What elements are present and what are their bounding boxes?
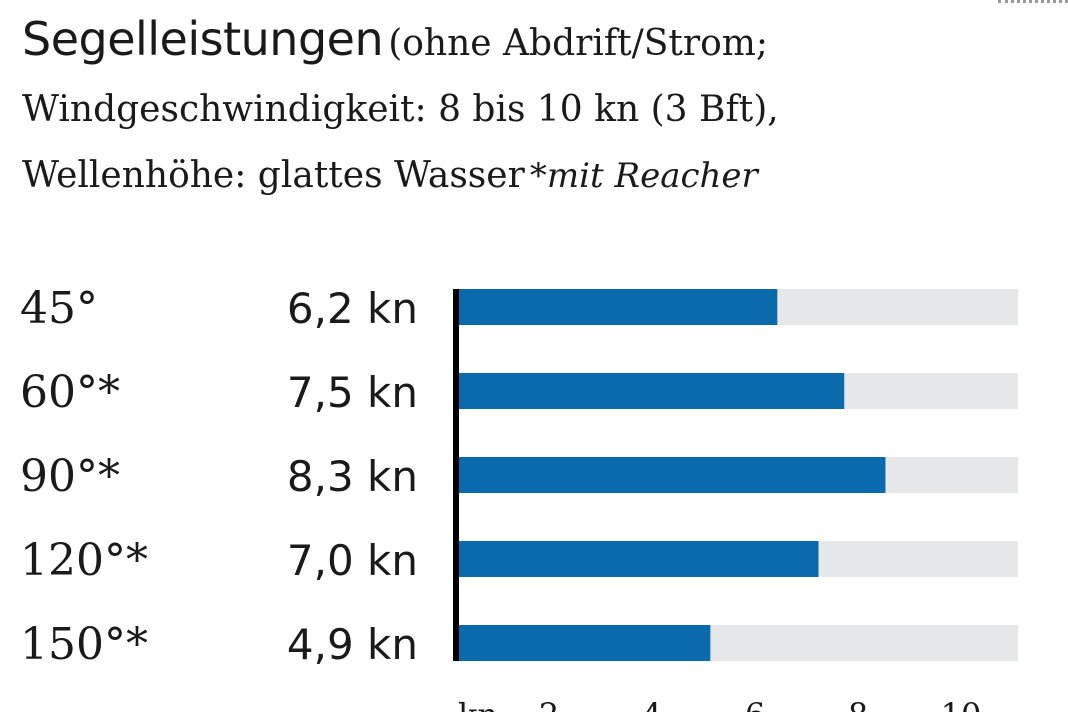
chart-title: Segelleistungen <box>22 12 384 66</box>
category-label: 120°* <box>20 535 148 586</box>
x-tick-label: 6 <box>745 696 765 712</box>
value-label: 7,0 kn <box>287 536 418 585</box>
title-line: Segelleistungen (ohne Abdrift/Strom; <box>22 16 768 62</box>
y-axis-line <box>453 289 459 661</box>
bar <box>458 625 711 661</box>
value-label: 6,2 kn <box>287 284 418 333</box>
bar <box>458 541 819 577</box>
category-label: 150°* <box>20 619 148 670</box>
category-label: 90°* <box>20 451 120 502</box>
bar <box>458 457 886 493</box>
bar <box>458 373 845 409</box>
bar <box>458 289 778 325</box>
chart-subtitle-part-2: Windgeschwindigkeit: 8 bis 10 kn (3 Bft)… <box>22 89 779 130</box>
subtitle-line-3: Wellenhöhe: glattes Wasser *mit Reacher <box>22 158 758 194</box>
x-tick-label: 4 <box>642 696 662 712</box>
x-tick-label: 8 <box>848 696 868 712</box>
chart-subtitle-part-3: Wellenhöhe: glattes Wasser <box>22 155 525 196</box>
x-tick-label: 2 <box>539 696 559 712</box>
footnote: *mit Reacher <box>529 156 758 196</box>
value-label: 7,5 kn <box>287 368 418 417</box>
x-tick-label: 10 <box>941 696 982 712</box>
value-label: 8,3 kn <box>287 452 418 501</box>
value-label: 4,9 kn <box>287 620 418 669</box>
category-label: 60°* <box>20 367 120 418</box>
category-label: 45° <box>20 283 98 334</box>
chart-subtitle-part-1: (ohne Abdrift/Strom; <box>388 23 769 64</box>
x-unit-label: kn <box>458 696 498 712</box>
top-dotted-rule <box>998 0 1068 7</box>
